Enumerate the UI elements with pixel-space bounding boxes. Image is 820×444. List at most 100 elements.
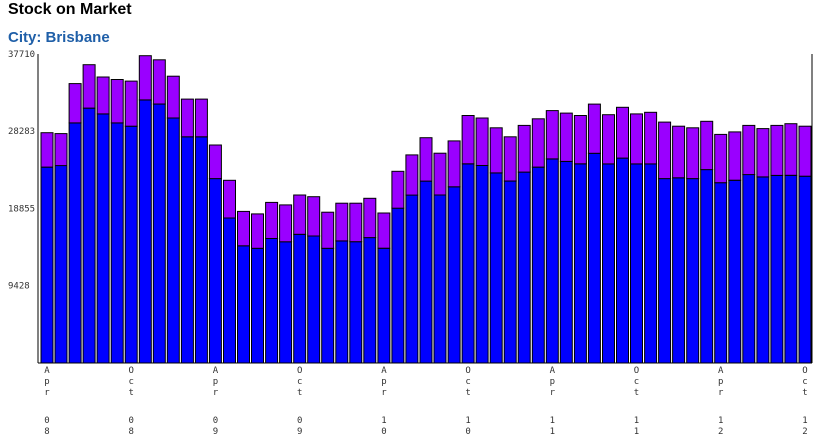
svg-text:8: 8 xyxy=(128,427,133,437)
bar-upper-segment xyxy=(798,125,812,177)
x-tick-label: Apr 09 xyxy=(213,366,219,437)
svg-text:0: 0 xyxy=(44,416,49,426)
bar-upper-segment xyxy=(82,64,96,109)
x-tick-label: Apr 08 xyxy=(44,366,50,437)
svg-text:0: 0 xyxy=(297,416,302,426)
svg-text:0: 0 xyxy=(381,427,386,437)
bar-lower-segment xyxy=(223,217,236,364)
svg-text:A: A xyxy=(213,366,219,376)
svg-text:1: 1 xyxy=(381,416,386,426)
bar-upper-segment xyxy=(573,115,587,165)
bar-upper-segment xyxy=(602,114,615,165)
svg-text:c: c xyxy=(465,377,470,387)
bar-lower-segment xyxy=(756,176,770,364)
svg-text:9: 9 xyxy=(213,427,218,437)
svg-text:1: 1 xyxy=(634,416,639,426)
bar-upper-segment xyxy=(96,76,110,115)
svg-text:c: c xyxy=(128,377,133,387)
svg-text:p: p xyxy=(550,377,555,387)
bar-lower-segment xyxy=(714,182,728,364)
bar-upper-segment xyxy=(208,144,222,180)
svg-text:8: 8 xyxy=(44,427,49,437)
svg-text:A: A xyxy=(381,366,387,376)
svg-text:r: r xyxy=(550,388,556,398)
x-tick-label: Oct 08 xyxy=(128,366,133,437)
bar-upper-segment xyxy=(166,75,180,119)
x-tick-label: Apr 12 xyxy=(718,366,724,437)
bar-lower-segment xyxy=(377,247,391,364)
bar-upper-segment xyxy=(742,124,756,176)
svg-text:1: 1 xyxy=(550,416,555,426)
svg-text:2: 2 xyxy=(718,427,723,437)
bar-lower-segment xyxy=(166,117,180,364)
bar-lower-segment xyxy=(208,178,222,364)
bar-upper-segment xyxy=(377,212,391,249)
svg-text:p: p xyxy=(381,377,386,387)
bar-upper-segment xyxy=(152,59,166,105)
bar-upper-segment xyxy=(180,98,194,138)
bar-lower-segment xyxy=(293,233,307,364)
bar-upper-segment xyxy=(461,115,475,165)
bar-lower-segment xyxy=(573,163,587,364)
bar-lower-segment xyxy=(672,177,686,364)
bar-lower-segment xyxy=(237,245,250,364)
svg-text:0: 0 xyxy=(128,416,133,426)
bar-lower-segment xyxy=(96,113,110,364)
bar-lower-segment xyxy=(363,237,377,364)
svg-text:c: c xyxy=(634,377,639,387)
x-tick-label: Oct 12 xyxy=(802,366,807,437)
bar-lower-segment xyxy=(433,194,447,364)
y-tick-label: 37710 xyxy=(8,50,35,60)
bar-lower-segment xyxy=(419,180,433,364)
bar-lower-segment xyxy=(54,165,68,364)
bar-lower-segment xyxy=(194,136,208,364)
bar-upper-segment xyxy=(279,204,293,243)
bar-lower-segment xyxy=(180,136,194,364)
bar-lower-segment xyxy=(686,178,700,364)
svg-text:A: A xyxy=(718,366,724,376)
bar-upper-segment xyxy=(194,98,208,138)
bar-upper-segment xyxy=(124,80,138,127)
bar-lower-segment xyxy=(602,163,615,364)
svg-text:1: 1 xyxy=(802,416,807,426)
bar-lower-segment xyxy=(517,171,531,364)
bar-upper-segment xyxy=(251,213,264,249)
bar-lower-segment xyxy=(531,166,545,364)
bar-lower-segment xyxy=(742,174,756,364)
bar-lower-segment xyxy=(110,122,124,364)
svg-text:c: c xyxy=(297,377,302,387)
bar-lower-segment xyxy=(251,247,264,364)
bar-lower-segment xyxy=(770,174,784,364)
svg-text:c: c xyxy=(802,377,807,387)
x-tick-label: Apr 10 xyxy=(381,366,387,437)
bar-upper-segment xyxy=(293,194,307,235)
bar-upper-segment xyxy=(531,118,545,168)
svg-text:O: O xyxy=(297,366,302,376)
y-tick-label: 28283 xyxy=(8,127,35,137)
bar-upper-segment xyxy=(672,125,686,179)
bar-lower-segment xyxy=(321,247,335,364)
bar-lower-segment xyxy=(700,169,714,364)
svg-text:p: p xyxy=(44,377,49,387)
svg-text:t: t xyxy=(802,388,807,398)
svg-text:1: 1 xyxy=(634,427,639,437)
bar-upper-segment xyxy=(545,110,559,160)
svg-text:t: t xyxy=(128,388,133,398)
bar-lower-segment xyxy=(559,160,573,364)
bar-lower-segment xyxy=(152,103,166,364)
y-tick-label: 9428 xyxy=(8,282,30,292)
bar-upper-segment xyxy=(447,140,461,188)
svg-text:r: r xyxy=(44,388,50,398)
svg-text:p: p xyxy=(718,377,723,387)
bar-lower-segment xyxy=(279,241,293,364)
bar-upper-segment xyxy=(587,103,601,154)
y-tick-label: 18855 xyxy=(8,205,35,215)
bar-upper-segment xyxy=(349,202,363,243)
bar-lower-segment xyxy=(798,175,812,364)
bar-upper-segment xyxy=(728,131,742,181)
bar-lower-segment xyxy=(616,157,629,364)
bar-lower-segment xyxy=(40,166,54,364)
bar-upper-segment xyxy=(265,201,279,239)
bar-upper-segment xyxy=(321,211,335,249)
